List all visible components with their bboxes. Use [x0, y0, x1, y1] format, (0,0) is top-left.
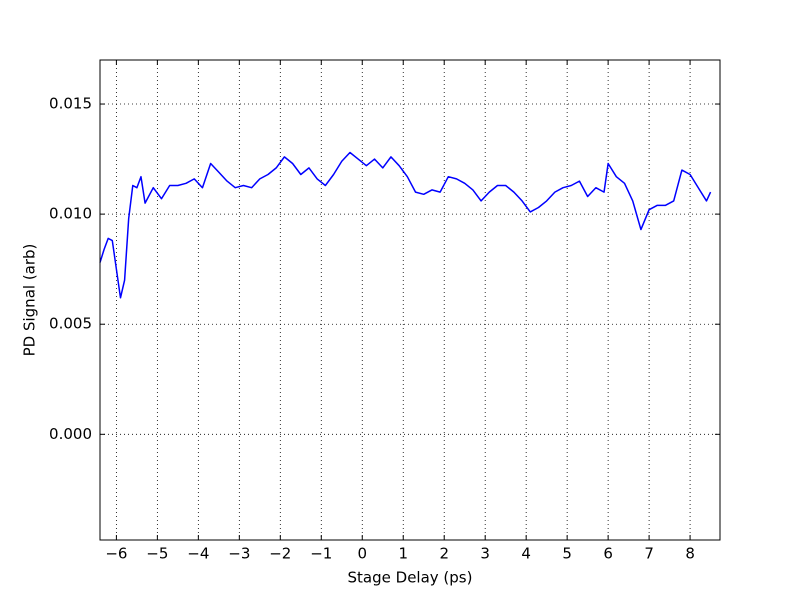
x-tick-label: −5 — [146, 545, 168, 563]
x-tick-label: −4 — [187, 545, 209, 563]
y-tick-label: 0.000 — [49, 425, 92, 443]
plot-frame — [99, 59, 721, 541]
x-tick-label: 5 — [562, 545, 572, 563]
x-tick-label: 2 — [439, 545, 449, 563]
x-tick-label: 4 — [521, 545, 531, 563]
x-tick-label: −1 — [310, 545, 332, 563]
y-tick-label: 0.010 — [49, 205, 92, 223]
x-tick-label: 1 — [398, 545, 408, 563]
x-axis-label: Stage Delay (ps) — [348, 569, 473, 587]
x-tick-label: −6 — [105, 545, 127, 563]
y-axis-label: PD Signal (arb) — [21, 244, 39, 357]
x-tick-label: 3 — [480, 545, 490, 563]
x-tick-label: −2 — [269, 545, 291, 563]
x-tick-label: −3 — [228, 545, 250, 563]
data-line — [99, 151, 712, 299]
x-tick-label: 8 — [685, 545, 695, 563]
x-tick-label: 7 — [644, 545, 654, 563]
x-tick-label: 0 — [357, 545, 367, 563]
y-tick-label: 0.015 — [49, 95, 92, 113]
y-tick-label: 0.005 — [49, 315, 92, 333]
x-tick-label: 6 — [603, 545, 613, 563]
